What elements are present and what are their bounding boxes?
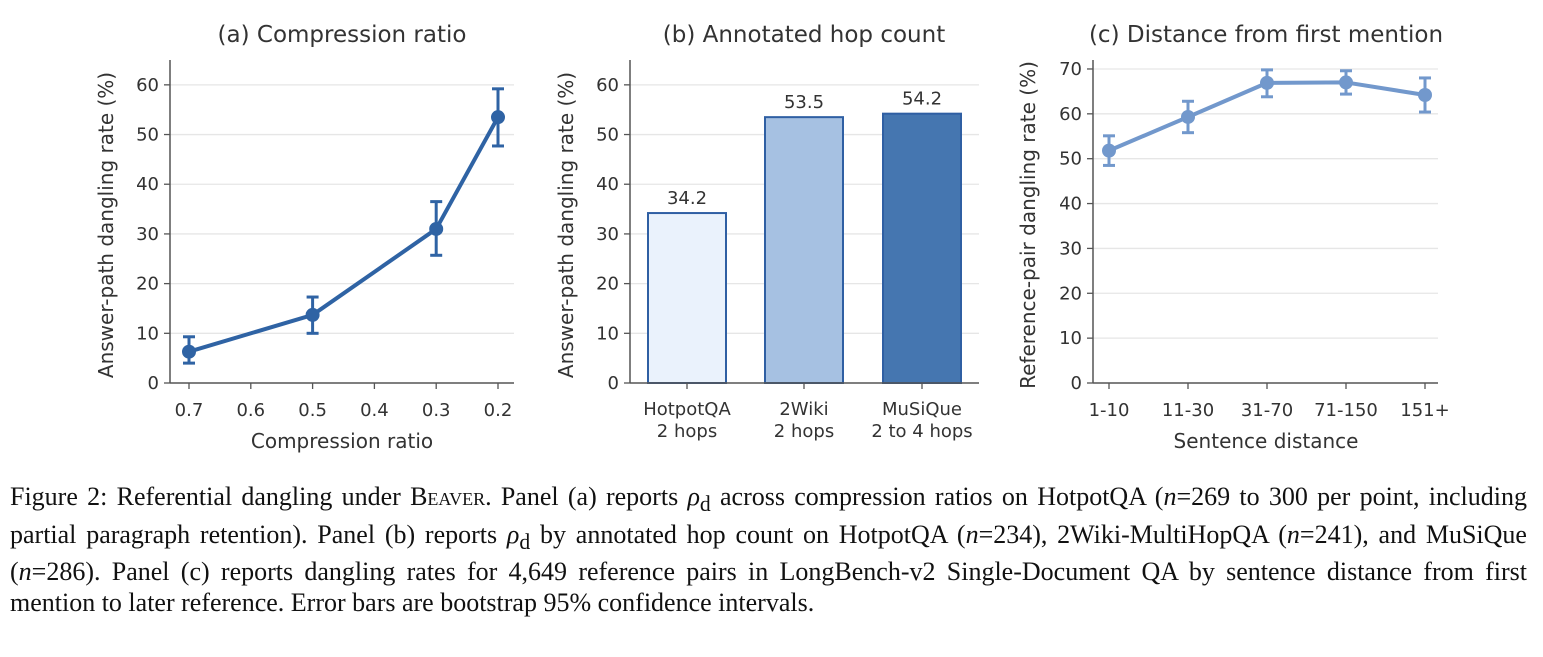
data-point xyxy=(491,110,505,125)
y-tick-label: 60 xyxy=(1059,104,1082,125)
x-tick-label: HotpotQA 2 hops xyxy=(643,399,731,442)
y-tick-label: 20 xyxy=(1059,283,1082,304)
data-point xyxy=(1339,75,1353,90)
bar-value-label: 53.5 xyxy=(784,92,824,113)
y-tick-label: 30 xyxy=(596,224,619,245)
y-tick-label: 30 xyxy=(136,224,159,245)
figure: (a) Compression ratio 0 10 20 30 40 50 60 0.7 0… xyxy=(94,22,1450,453)
caption-beaver: Beaver xyxy=(410,482,486,511)
x-tick-label: 71-150 xyxy=(1314,400,1378,421)
panel-b-title: (b) Annotated hop count xyxy=(663,22,945,48)
x-tick-label: 0.3 xyxy=(422,400,451,421)
panel-c-y-label: Reference-pair dangling rate (%) xyxy=(1016,61,1040,389)
x-tick-label: 0.2 xyxy=(484,400,513,421)
y-tick-label: 40 xyxy=(1059,194,1082,215)
panel-c-x-label: Sentence distance xyxy=(1174,429,1359,453)
y-tick-label: 40 xyxy=(136,174,159,195)
panel-a-y-label: Answer-path dangling rate (%) xyxy=(94,72,118,378)
figure-caption: Figure 2: Referential dangling under Bea… xyxy=(10,482,1527,617)
x-tick-label: 0.6 xyxy=(236,400,265,421)
y-tick-label: 20 xyxy=(596,274,619,295)
y-tick-label: 0 xyxy=(148,373,159,394)
data-point xyxy=(1260,75,1274,90)
y-tick-label: 30 xyxy=(1059,238,1082,259)
bar xyxy=(647,212,727,384)
x-tick-label: MuSiQue 2 to 4 hops xyxy=(871,399,972,442)
panel-a: (a) Compression ratio 0 10 20 30 40 50 60 0.7 0… xyxy=(94,22,514,453)
data-point xyxy=(429,221,444,236)
y-tick-label: 50 xyxy=(1059,149,1082,170)
panel-b: (b) Annotated hop count 34.2 53.5 54.2 0 10… xyxy=(554,22,979,442)
data-point xyxy=(1418,87,1432,102)
caption-figure-label: Figure 2: xyxy=(10,482,108,511)
data-point xyxy=(182,344,196,359)
y-tick-label: 20 xyxy=(136,274,159,295)
bar xyxy=(764,116,844,385)
bar-value-label: 54.2 xyxy=(902,89,942,110)
panel-a-title: (a) Compression ratio xyxy=(218,22,467,48)
x-tick-label: 0.5 xyxy=(298,400,327,421)
y-tick-label: 60 xyxy=(136,75,159,96)
x-tick-label: 2Wiki 2 hops xyxy=(774,399,834,442)
y-tick-label: 70 xyxy=(1059,59,1082,80)
x-tick-label: 1-10 xyxy=(1089,400,1130,421)
x-tick-label: 151+ xyxy=(1400,400,1449,421)
y-tick-label: 10 xyxy=(1059,328,1082,349)
y-tick-label: 50 xyxy=(136,125,159,146)
data-point xyxy=(1181,109,1195,124)
panel-a-x-label: Compression ratio xyxy=(251,429,433,453)
y-tick-label: 10 xyxy=(596,323,619,344)
y-tick-label: 0 xyxy=(1071,373,1082,394)
data-point xyxy=(305,307,320,322)
panel-c: (c) Distance from first mention 0 10 20 30 4… xyxy=(1016,22,1450,453)
panel-c-title: (c) Distance from first mention xyxy=(1089,22,1443,48)
y-tick-label: 50 xyxy=(596,125,619,146)
data-point xyxy=(1102,143,1116,158)
y-tick-label: 40 xyxy=(596,174,619,195)
x-tick-label: 31-70 xyxy=(1241,400,1293,421)
panel-b-y-label: Answer-path dangling rate (%) xyxy=(554,72,578,378)
y-tick-label: 60 xyxy=(596,75,619,96)
bar-value-label: 34.2 xyxy=(667,188,707,209)
x-tick-label: 0.4 xyxy=(360,400,389,421)
series-line xyxy=(188,116,500,354)
x-tick-label: 0.7 xyxy=(175,400,204,421)
x-tick-label: 11-30 xyxy=(1162,400,1214,421)
y-tick-label: 0 xyxy=(608,373,619,394)
y-tick-label: 10 xyxy=(136,323,159,344)
bar xyxy=(882,112,962,384)
